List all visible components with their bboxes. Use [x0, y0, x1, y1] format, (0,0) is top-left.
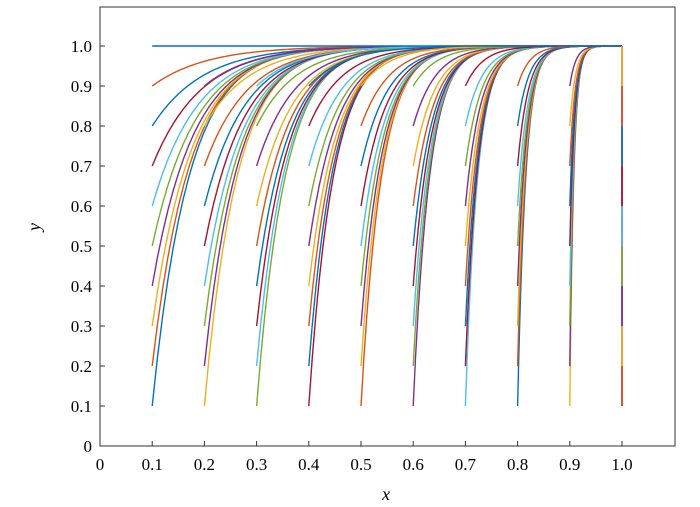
x-tick-label: 0.2 [194, 455, 215, 474]
x-tick-label: 0.5 [350, 455, 371, 474]
x-tick-label: 0.1 [142, 455, 163, 474]
y-tick-label: 0.3 [71, 317, 92, 336]
y-tick-label: 0.2 [71, 357, 92, 376]
y-tick-label: 0.5 [71, 237, 92, 256]
y-tick-label: 0.9 [71, 77, 92, 96]
plot-area [99, 6, 676, 447]
y-tick-label: 0.7 [71, 157, 93, 176]
x-axis-label: x [381, 484, 390, 504]
y-axis: 0 0.1 0.2 0.3 0.4 0.5 0.6 0.7 0.8 0.9 1.0 [71, 37, 105, 456]
y-tick-label: 0.1 [71, 397, 92, 416]
y-tick-label: 0.8 [71, 117, 92, 136]
y-tick-label: 1.0 [71, 37, 92, 56]
y-axis-label: y [24, 223, 44, 233]
x-axis: 0 0.1 0.2 0.3 0.4 0.5 0.6 0.7 0.8 0.9 1.0 [96, 441, 633, 474]
x-tick-label: 0.9 [559, 455, 580, 474]
x-tick-label: 0.6 [403, 455, 424, 474]
y-tick-label: 0.4 [71, 277, 93, 296]
x-tick-label: 0.7 [455, 455, 477, 474]
x-tick-label: 0 [96, 455, 105, 474]
reference-lines [152, 45, 623, 406]
x-tick-label: 1.0 [611, 455, 632, 474]
x-tick-label: 0.8 [507, 455, 528, 474]
y-tick-label: 0 [84, 437, 93, 456]
x-tick-label: 0.3 [246, 455, 267, 474]
y-tick-label: 0.6 [71, 197, 92, 216]
x-tick-label: 0.4 [298, 455, 320, 474]
